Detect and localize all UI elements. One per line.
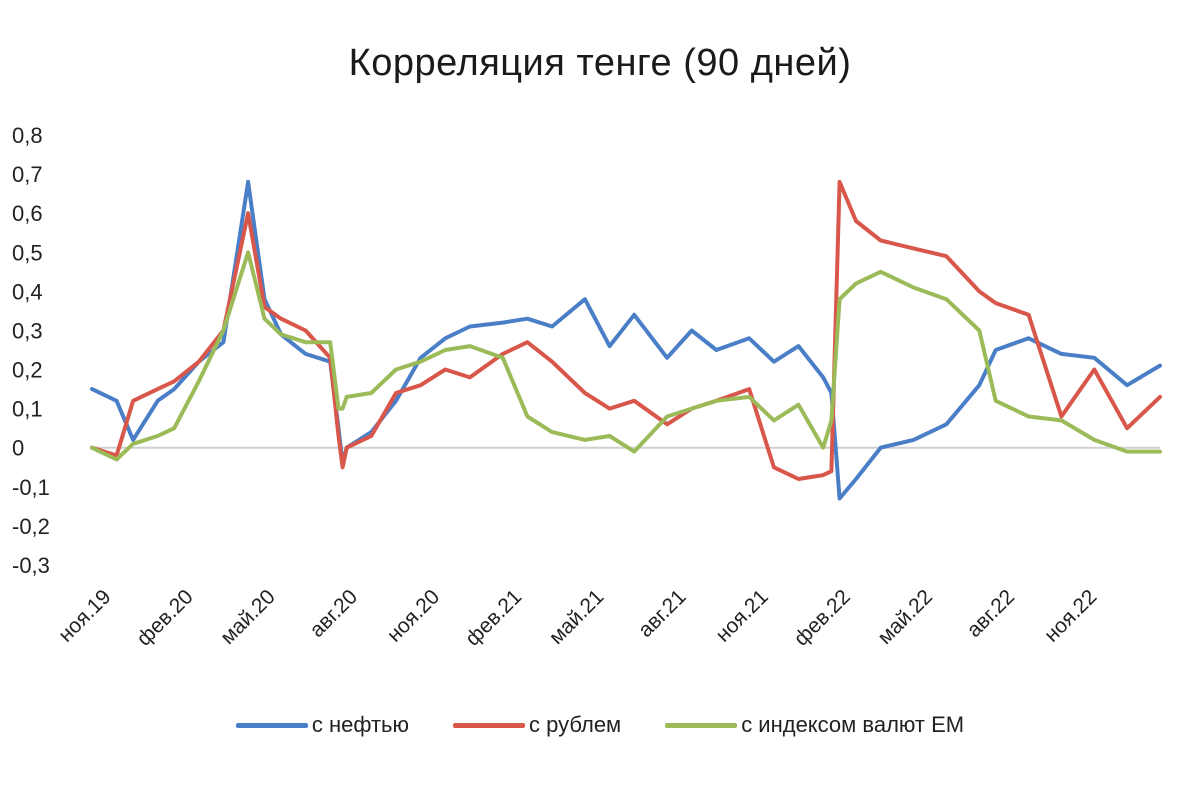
x-tick-label: авг.22 bbox=[963, 585, 1020, 642]
x-tick-label: ноя.19 bbox=[54, 585, 115, 646]
x-tick-label: фев.22 bbox=[790, 585, 855, 650]
y-tick-label: 0,2 bbox=[12, 358, 43, 383]
y-tick-label: 0,4 bbox=[12, 279, 43, 304]
y-tick-label: -0,1 bbox=[12, 475, 50, 500]
x-tick-label: май.22 bbox=[873, 585, 937, 649]
y-tick-label: -0,2 bbox=[12, 514, 50, 539]
y-tick-label: 0,1 bbox=[12, 397, 43, 422]
y-tick-label: 0 bbox=[12, 436, 24, 461]
x-tick-label: авг.21 bbox=[634, 585, 691, 642]
series-line-3 bbox=[90, 250, 1162, 462]
y-tick-label: -0,3 bbox=[12, 553, 50, 578]
x-tick-label: ноя.22 bbox=[1040, 585, 1101, 646]
legend-item: с рублем bbox=[453, 712, 621, 738]
legend-swatch bbox=[235, 722, 308, 728]
x-tick-label: май.21 bbox=[545, 585, 609, 649]
legend-item: с нефтью bbox=[235, 712, 410, 738]
y-tick-label: 0,8 bbox=[12, 123, 43, 148]
chart-title: Корреляция тенге (90 дней) bbox=[348, 42, 852, 84]
legend-swatch bbox=[665, 722, 738, 728]
legend-label: с рублем bbox=[529, 712, 622, 737]
legend-label: с нефтью bbox=[311, 712, 410, 737]
y-tick-label: 0,6 bbox=[12, 201, 43, 226]
x-tick-label: май.20 bbox=[216, 585, 280, 649]
chart-legend: с нефтью с рублем с индексом валют ЕМ bbox=[0, 712, 1200, 738]
legend-label: с индексом валют ЕМ bbox=[741, 712, 965, 737]
legend-item: с индексом валют ЕМ bbox=[665, 712, 964, 738]
y-tick-label: 0,3 bbox=[12, 318, 43, 343]
series-line-2 bbox=[90, 179, 1162, 481]
y-tick-label: 0,5 bbox=[12, 240, 43, 265]
series-line-1 bbox=[90, 179, 1162, 501]
legend-swatch bbox=[453, 722, 526, 728]
x-tick-label: ноя.20 bbox=[383, 585, 444, 646]
x-tick-label: фев.21 bbox=[461, 585, 526, 650]
x-tick-label: авг.20 bbox=[305, 585, 362, 642]
y-tick-label: 0,7 bbox=[12, 162, 43, 187]
x-tick-label: ноя.21 bbox=[711, 585, 772, 646]
x-tick-label: фев.20 bbox=[132, 585, 197, 650]
